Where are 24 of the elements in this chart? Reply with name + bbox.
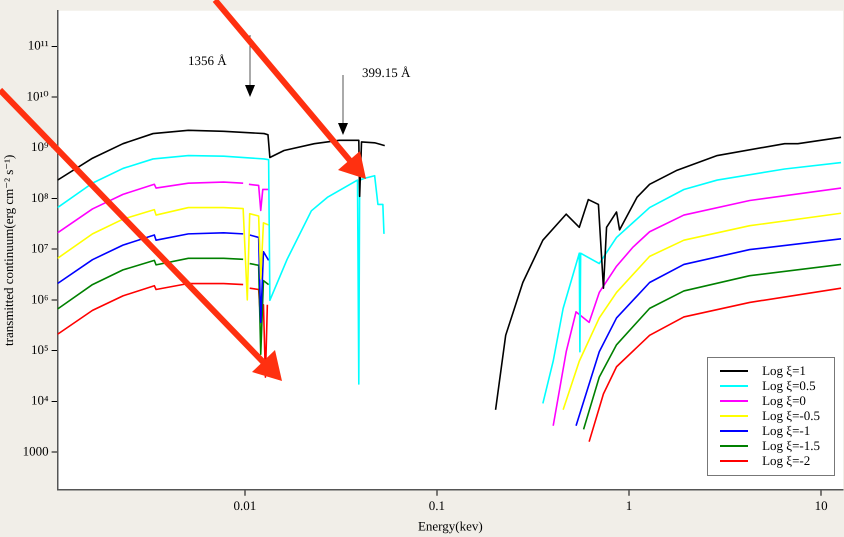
x-axis-title: Energy(kev) [418,518,483,534]
legend-label: Log ξ=-2 [762,453,810,470]
y-tick-label: 10⁶ [31,291,49,306]
legend-label: Log ξ=1 [762,363,806,380]
y-tick-label: 10⁹ [31,139,50,154]
y-axis-title: transmitted continuum(erg cm⁻² s⁻¹) [1,154,16,346]
y-tick-label: 10⁵ [31,342,49,358]
y-tick-label: 10¹⁰ [26,88,49,104]
x-tick-label: 0.1 [428,498,446,514]
x-tick-label: 10 [814,498,828,514]
legend-label: Log ξ=0.5 [762,378,816,394]
y-tick-label: 1000 [22,443,49,458]
x-tick-label: 1 [626,498,632,514]
legend-label: Log ξ=0 [762,393,806,410]
y-tick-label: 10¹¹ [28,38,49,53]
y-tick-label: 10⁷ [31,240,49,256]
y-tick-label: 10⁸ [31,190,50,205]
annotation: 399.15 Å [362,65,410,81]
y-tick-label: 10⁴ [31,392,50,408]
legend-label: Log ξ=-1.5 [762,438,820,454]
x-tick-label: 0.01 [233,498,256,514]
legend-label: Log ξ=-1 [762,423,810,440]
legend-label: Log ξ=-0.5 [762,408,820,424]
annotation: 1356 Å [188,53,227,69]
